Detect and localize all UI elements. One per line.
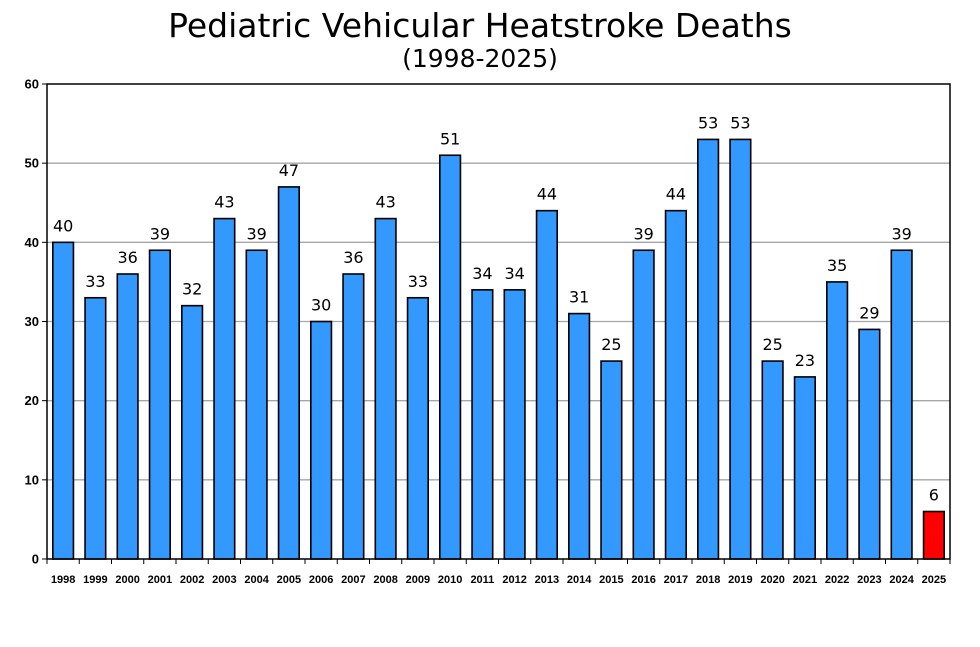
data-label-2014: 31 (569, 288, 589, 307)
bar-2002 (181, 304, 204, 560)
bar-1998 (52, 241, 75, 560)
bar-2007 (342, 273, 365, 560)
x-tick-label-2006: 2006 (309, 574, 333, 586)
data-label-2021: 23 (795, 351, 815, 370)
bar-2016 (632, 249, 655, 560)
x-tick-label-2003: 2003 (212, 574, 236, 586)
chart-subtitle: (1998-2025) (402, 44, 558, 73)
y-tick-label-0: 0 (32, 552, 39, 567)
data-label-2007: 36 (343, 248, 363, 267)
x-tick-label-2021: 2021 (793, 574, 817, 586)
x-tick-label-2014: 2014 (567, 574, 592, 586)
x-tick-label-2015: 2015 (599, 574, 623, 586)
bar-2019 (729, 138, 752, 560)
x-tick-label-2008: 2008 (373, 574, 397, 586)
bar-2000 (116, 273, 139, 560)
x-tick-label-2018: 2018 (696, 574, 720, 586)
data-label-2025: 6 (929, 486, 939, 505)
x-tick-label-2007: 2007 (341, 574, 365, 586)
data-label-2003: 43 (214, 193, 234, 212)
x-tick-label-2010: 2010 (438, 574, 462, 586)
data-label-2005: 47 (279, 161, 299, 180)
x-tick-label-2019: 2019 (728, 574, 752, 586)
x-tick-label-2004: 2004 (244, 574, 269, 586)
chart-title: Pediatric Vehicular Heatstroke Deaths (168, 6, 792, 45)
bar-2001 (148, 249, 171, 560)
y-axis-ticks: 0 10 20 30 40 50 60 (25, 77, 47, 567)
data-label-2002: 32 (182, 280, 202, 299)
bar-2021 (793, 376, 816, 560)
data-label-2013: 44 (537, 185, 557, 204)
y-tick-label-10: 10 (25, 472, 39, 487)
y-tick-label-60: 60 (25, 77, 39, 92)
bar-2010 (439, 154, 462, 560)
data-label-2011: 34 (472, 264, 492, 283)
bar-2023 (858, 328, 881, 560)
data-label-2006: 30 (311, 296, 331, 315)
data-label-2015: 25 (601, 335, 621, 354)
x-tick-label-2022: 2022 (825, 574, 849, 586)
x-tick-label-2009: 2009 (406, 574, 430, 586)
data-label-2016: 39 (633, 224, 653, 243)
data-label-2000: 36 (117, 248, 137, 267)
y-tick-label-30: 30 (25, 314, 39, 329)
data-label-2012: 34 (504, 264, 524, 283)
bar-1999 (84, 296, 107, 560)
y-tick-label-40: 40 (25, 235, 39, 250)
bar-2015 (600, 360, 623, 560)
bar-2009 (406, 296, 429, 560)
x-tick-label-2016: 2016 (631, 574, 655, 586)
data-label-2019: 53 (730, 113, 750, 132)
x-tick-label-2002: 2002 (180, 574, 204, 586)
data-label-2009: 33 (408, 272, 428, 291)
x-tick-label-2012: 2012 (502, 574, 526, 586)
data-label-1999: 33 (85, 272, 105, 291)
data-label-2017: 44 (666, 185, 686, 204)
x-tick-label-2020: 2020 (760, 574, 784, 586)
bar-2025 (922, 510, 945, 560)
bar-2013 (535, 209, 558, 560)
data-label-2020: 25 (762, 335, 782, 354)
bar-2017 (664, 209, 687, 560)
x-tick-label-2017: 2017 (664, 574, 688, 586)
bar-2024 (890, 249, 913, 560)
data-labels: 40 33 36 39 32 43 39 47 30 36 43 33 51 34 34 44 31 25 39 44… (53, 113, 939, 504)
x-tick-label-2023: 2023 (857, 574, 881, 586)
bars (52, 138, 945, 560)
data-label-2018: 53 (698, 113, 718, 132)
y-tick-label-20: 20 (25, 393, 39, 408)
data-label-1998: 40 (53, 216, 73, 235)
bar-2022 (826, 281, 849, 560)
x-tick-label-2024: 2024 (889, 574, 914, 586)
x-tick-label-2013: 2013 (535, 574, 559, 586)
data-label-2022: 35 (827, 256, 847, 275)
bar-2011 (471, 289, 494, 560)
data-label-2008: 43 (375, 193, 395, 212)
x-tick-label-1998: 1998 (51, 574, 75, 586)
data-label-2001: 39 (150, 224, 170, 243)
bar-2004 (245, 249, 268, 560)
x-tick-label-2025: 2025 (922, 574, 946, 586)
data-label-2024: 39 (891, 224, 911, 243)
bar-2014 (568, 312, 591, 560)
bar-2020 (761, 360, 784, 560)
x-tick-label-2005: 2005 (277, 574, 301, 586)
bar-2018 (697, 138, 720, 560)
y-tick-label-50: 50 (25, 156, 39, 171)
bar-2006 (310, 320, 333, 560)
bar-2005 (277, 186, 300, 560)
x-tick-label-2011: 2011 (470, 574, 494, 586)
bar-2003 (213, 217, 236, 560)
data-label-2010: 51 (440, 129, 460, 148)
x-tick-label-2000: 2000 (115, 574, 139, 586)
x-axis-ticks: 1998 1999 2000 2001 2002 2003 2004 2005 2006 2007… (46, 559, 951, 586)
bar-2012 (503, 289, 526, 560)
data-label-2023: 29 (859, 303, 879, 322)
data-label-2004: 39 (246, 224, 266, 243)
bar-2008 (374, 217, 397, 560)
x-tick-label-1999: 1999 (83, 574, 107, 586)
x-tick-label-2001: 2001 (148, 574, 172, 586)
